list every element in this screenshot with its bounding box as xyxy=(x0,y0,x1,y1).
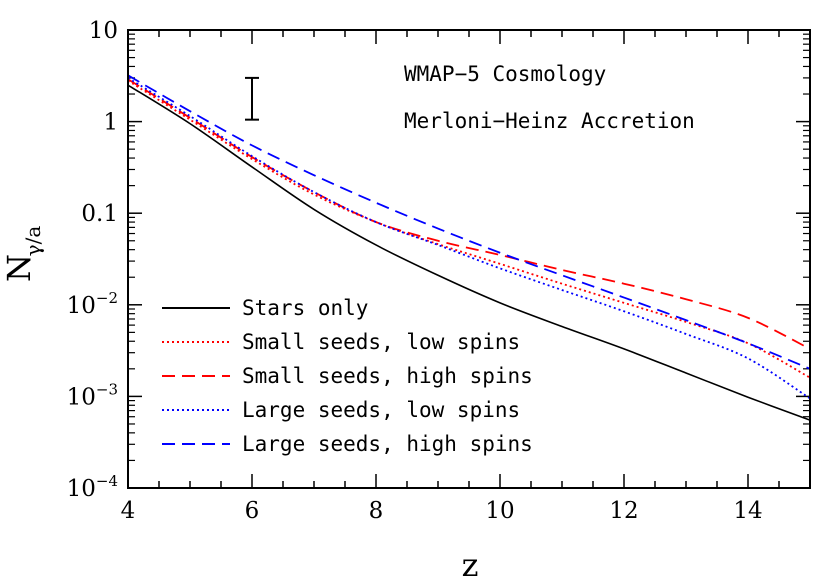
annotation-accretion: Merloni−Heinz Accretion xyxy=(404,109,695,133)
series-line-1 xyxy=(127,84,811,421)
legend-label-3: Small seeds, high spins xyxy=(242,364,533,388)
x-tick-label: 8 xyxy=(369,498,384,524)
y-tick-label: 0.1 xyxy=(81,201,118,227)
x-axis-label: z xyxy=(462,546,479,584)
plot-frame xyxy=(127,29,811,489)
legend-label-5: Large seeds, high spins xyxy=(242,432,533,456)
y-tick-label: 10 xyxy=(89,18,118,44)
legend-label-2: Small seeds, low spins xyxy=(242,330,520,354)
curves-layer xyxy=(127,74,811,421)
x-tick-label: 10 xyxy=(485,498,514,524)
y-axis-label-subscript: γ/a xyxy=(21,226,45,257)
x-tick-label: 12 xyxy=(609,498,638,524)
x-tick-label: 4 xyxy=(121,498,136,524)
legend-label-4: Large seeds, low spins xyxy=(242,398,520,422)
legend-label-1: Stars only xyxy=(242,296,368,320)
legend: Stars only Small seeds, low spins Small se… xyxy=(162,296,533,456)
ticks-layer: 4 6 8 10 12 14 10 1 0.1 10−2 10−3 10−4 xyxy=(67,18,811,524)
series-line-4 xyxy=(127,77,811,400)
y-tick-label: 10−3 xyxy=(67,380,118,410)
annotation-cosmology: WMAP−5 Cosmology xyxy=(404,62,606,86)
y-axis-label-main: N xyxy=(0,254,38,282)
y-tick-label: 10−2 xyxy=(67,289,118,319)
error-bar xyxy=(245,76,259,121)
x-tick-label: 14 xyxy=(733,498,762,524)
y-tick-label: 10−4 xyxy=(67,472,118,502)
y-tick-label: 1 xyxy=(103,110,118,136)
x-tick-label: 6 xyxy=(245,498,260,524)
y-axis-label: N γ/a xyxy=(0,226,45,282)
series-line-3 xyxy=(127,78,811,350)
